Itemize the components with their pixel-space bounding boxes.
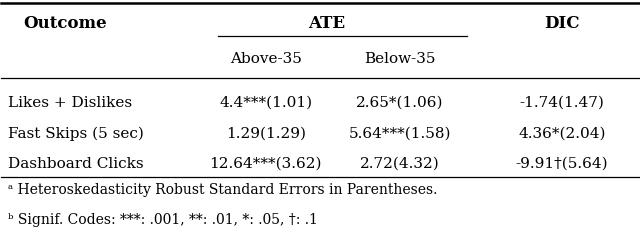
Text: Below-35: Below-35 [364, 52, 435, 67]
Text: 1.29(1.29): 1.29(1.29) [226, 126, 306, 140]
Text: Dashboard Clicks: Dashboard Clicks [8, 157, 143, 170]
Text: Outcome: Outcome [23, 15, 107, 32]
Text: 2.72(4.32): 2.72(4.32) [360, 157, 440, 170]
Text: Fast Skips (5 sec): Fast Skips (5 sec) [8, 126, 143, 141]
Text: -9.91†(5.64): -9.91†(5.64) [516, 157, 609, 170]
Text: DIC: DIC [545, 15, 580, 32]
Text: 5.64***(1.58): 5.64***(1.58) [348, 126, 451, 140]
Text: 4.36*(2.04): 4.36*(2.04) [518, 126, 606, 140]
Text: Above-35: Above-35 [230, 52, 302, 67]
Text: ᵇ Signif. Codes: ***: .001, **: .01, *: .05, †: .1: ᵇ Signif. Codes: ***: .001, **: .01, *: … [8, 213, 317, 227]
Text: 4.4***(1.01): 4.4***(1.01) [220, 96, 312, 110]
Text: -1.74(1.47): -1.74(1.47) [520, 96, 605, 110]
Text: 12.64***(3.62): 12.64***(3.62) [209, 157, 322, 170]
Text: 2.65*(1.06): 2.65*(1.06) [356, 96, 444, 110]
Text: ATE: ATE [308, 15, 345, 32]
Text: Likes + Dislikes: Likes + Dislikes [8, 96, 132, 110]
Text: ᵃ Heteroskedasticity Robust Standard Errors in Parentheses.: ᵃ Heteroskedasticity Robust Standard Err… [8, 183, 437, 197]
